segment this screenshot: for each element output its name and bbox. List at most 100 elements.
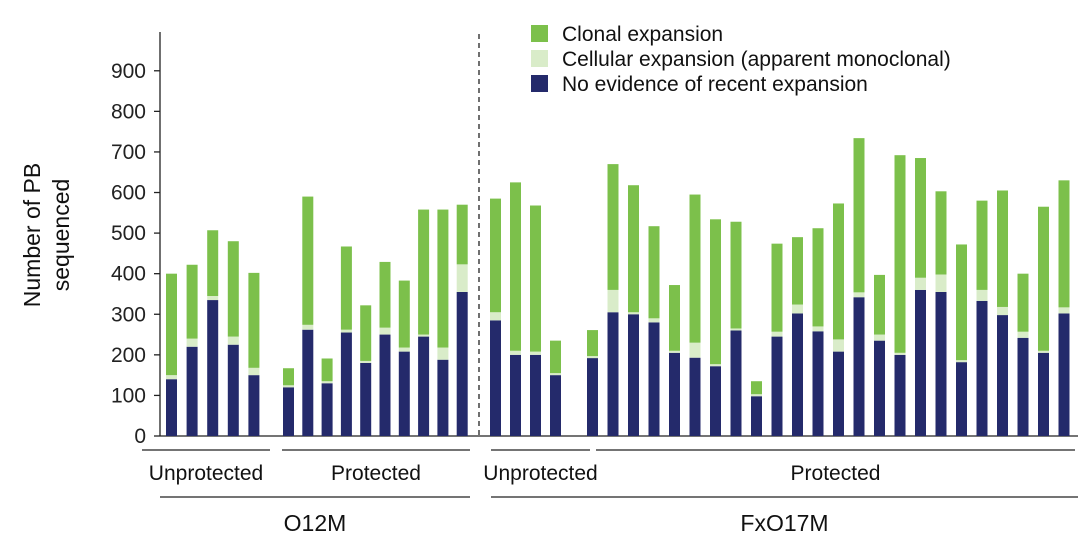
bar-segment-clonal-expansion bbox=[1038, 206, 1049, 351]
bar-segment-no-evidence bbox=[997, 315, 1008, 436]
bar-segment-no-evidence bbox=[771, 336, 783, 436]
bar-segment-no-evidence bbox=[1017, 337, 1029, 436]
bar-segment-cellular-expansion bbox=[751, 394, 762, 397]
bar-segment-clonal-expansion bbox=[550, 340, 561, 374]
bar-segment-no-evidence bbox=[689, 357, 701, 436]
bar-segment-no-evidence bbox=[186, 346, 198, 436]
bar-segment-cellular-expansion bbox=[669, 350, 680, 353]
bar-segment-clonal-expansion bbox=[976, 200, 988, 290]
bar-segment-cellular-expansion bbox=[302, 324, 314, 330]
bar-segment-cellular-expansion bbox=[689, 342, 701, 358]
bar-segment-cellular-expansion bbox=[283, 385, 294, 388]
bar-segment-clonal-expansion bbox=[669, 285, 680, 351]
bar-segment-no-evidence bbox=[648, 322, 660, 436]
bar-segment-clonal-expansion bbox=[710, 219, 721, 365]
bar-segment-no-evidence bbox=[530, 354, 541, 436]
bar-segment-cellular-expansion bbox=[321, 381, 333, 384]
legend-swatch bbox=[531, 50, 548, 67]
bar-segment-cellular-expansion bbox=[771, 331, 783, 337]
bar-segment-no-evidence bbox=[751, 396, 762, 436]
bar-segment-clonal-expansion bbox=[379, 261, 391, 328]
bar-segment-clonal-expansion bbox=[956, 244, 967, 361]
bar-segment-clonal-expansion bbox=[997, 190, 1008, 307]
y-axis-title: Number of PB sequenced bbox=[19, 163, 74, 307]
bar-segment-clonal-expansion bbox=[648, 226, 660, 319]
bar-segment-clonal-expansion bbox=[1058, 180, 1070, 308]
y-tick-label: 900 bbox=[111, 60, 146, 83]
bar-segment-cellular-expansion bbox=[227, 336, 239, 345]
bar-segment-clonal-expansion bbox=[530, 205, 541, 352]
bar-segment-cellular-expansion bbox=[437, 347, 449, 360]
bar-segment-no-evidence bbox=[166, 379, 177, 436]
y-tick-label: 400 bbox=[111, 263, 146, 286]
y-tick-label: 500 bbox=[111, 222, 146, 245]
bar-segment-clonal-expansion bbox=[894, 155, 906, 353]
bar-segment-no-evidence bbox=[360, 362, 372, 436]
bar-segment-clonal-expansion bbox=[398, 280, 410, 348]
bar-segment-no-evidence bbox=[227, 344, 239, 436]
bar-segment-cellular-expansion bbox=[648, 318, 660, 323]
bar-segment-clonal-expansion bbox=[340, 246, 352, 330]
bar-segment-clonal-expansion bbox=[853, 138, 865, 293]
bar-segment-no-evidence bbox=[956, 362, 967, 436]
legend-swatch bbox=[531, 25, 548, 42]
bar-segment-clonal-expansion bbox=[935, 191, 947, 275]
bar-segment-cellular-expansion bbox=[915, 277, 926, 290]
bar-segment-cellular-expansion bbox=[956, 360, 967, 363]
bar-segment-cellular-expansion bbox=[166, 375, 177, 380]
group-label: Protected bbox=[791, 462, 881, 485]
bar-segment-no-evidence bbox=[833, 351, 844, 436]
bar-segment-no-evidence bbox=[874, 340, 885, 436]
bar-segment-clonal-expansion bbox=[689, 194, 701, 343]
bar-segment-no-evidence bbox=[976, 300, 988, 436]
bar-segment-cellular-expansion bbox=[186, 338, 198, 347]
bar-segment-no-evidence bbox=[628, 314, 639, 436]
bar-segment-clonal-expansion bbox=[360, 305, 372, 361]
bar-segment-cellular-expansion bbox=[550, 373, 561, 376]
bar-segment-clonal-expansion bbox=[207, 230, 219, 296]
bar-segment-clonal-expansion bbox=[166, 273, 177, 376]
y-tick-label: 700 bbox=[111, 141, 146, 164]
bar-segment-no-evidence bbox=[398, 351, 410, 436]
bar-segment-cellular-expansion bbox=[360, 360, 372, 363]
bar-segment-no-evidence bbox=[607, 312, 619, 436]
bar-segment-clonal-expansion bbox=[456, 204, 468, 265]
bar-segment-no-evidence bbox=[248, 375, 260, 436]
bar-segment-cellular-expansion bbox=[510, 350, 521, 355]
bar-segment-cellular-expansion bbox=[1058, 307, 1070, 314]
legend-label: Clonal expansion bbox=[562, 23, 723, 46]
bar-segment-no-evidence bbox=[207, 300, 219, 436]
legend-label: No evidence of recent expansion bbox=[562, 73, 868, 96]
bar-segment-cellular-expansion bbox=[894, 352, 906, 355]
bar-segment-no-evidence bbox=[935, 291, 947, 436]
bar-segment-clonal-expansion bbox=[812, 228, 824, 327]
y-axis-title-line-2: sequenced bbox=[48, 179, 74, 292]
bar-segment-clonal-expansion bbox=[833, 203, 844, 340]
bar-segment-cellular-expansion bbox=[833, 339, 844, 352]
bar-segment-no-evidence bbox=[550, 375, 561, 436]
bar-segment-no-evidence bbox=[853, 297, 865, 436]
bar-segment-clonal-expansion bbox=[792, 237, 803, 305]
bar-segment-cellular-expansion bbox=[628, 312, 639, 315]
bar-segment-no-evidence bbox=[437, 359, 449, 436]
subject-label: O12M bbox=[284, 510, 347, 536]
bar-segment-clonal-expansion bbox=[771, 243, 783, 332]
bar-segment-cellular-expansion bbox=[1038, 350, 1049, 353]
bar-segment-no-evidence bbox=[812, 331, 824, 436]
bar-segment-cellular-expansion bbox=[379, 327, 391, 335]
bar-segment-cellular-expansion bbox=[792, 304, 803, 314]
bar-segment-cellular-expansion bbox=[456, 264, 468, 292]
y-tick-label: 800 bbox=[111, 100, 146, 123]
bar-segment-clonal-expansion bbox=[607, 164, 619, 290]
bar-segment-cellular-expansion bbox=[587, 356, 598, 359]
bar-segment-cellular-expansion bbox=[418, 334, 430, 337]
bar-segment-cellular-expansion bbox=[340, 329, 352, 333]
group-labels: Unprotected Protected Unprotected Protected bbox=[142, 449, 1075, 485]
bar-segment-cellular-expansion bbox=[997, 306, 1008, 316]
bar-segment-cellular-expansion bbox=[812, 326, 824, 332]
bar-segment-cellular-expansion bbox=[935, 274, 947, 292]
bar-segment-clonal-expansion bbox=[283, 368, 294, 386]
bar-segment-clonal-expansion bbox=[490, 198, 501, 313]
